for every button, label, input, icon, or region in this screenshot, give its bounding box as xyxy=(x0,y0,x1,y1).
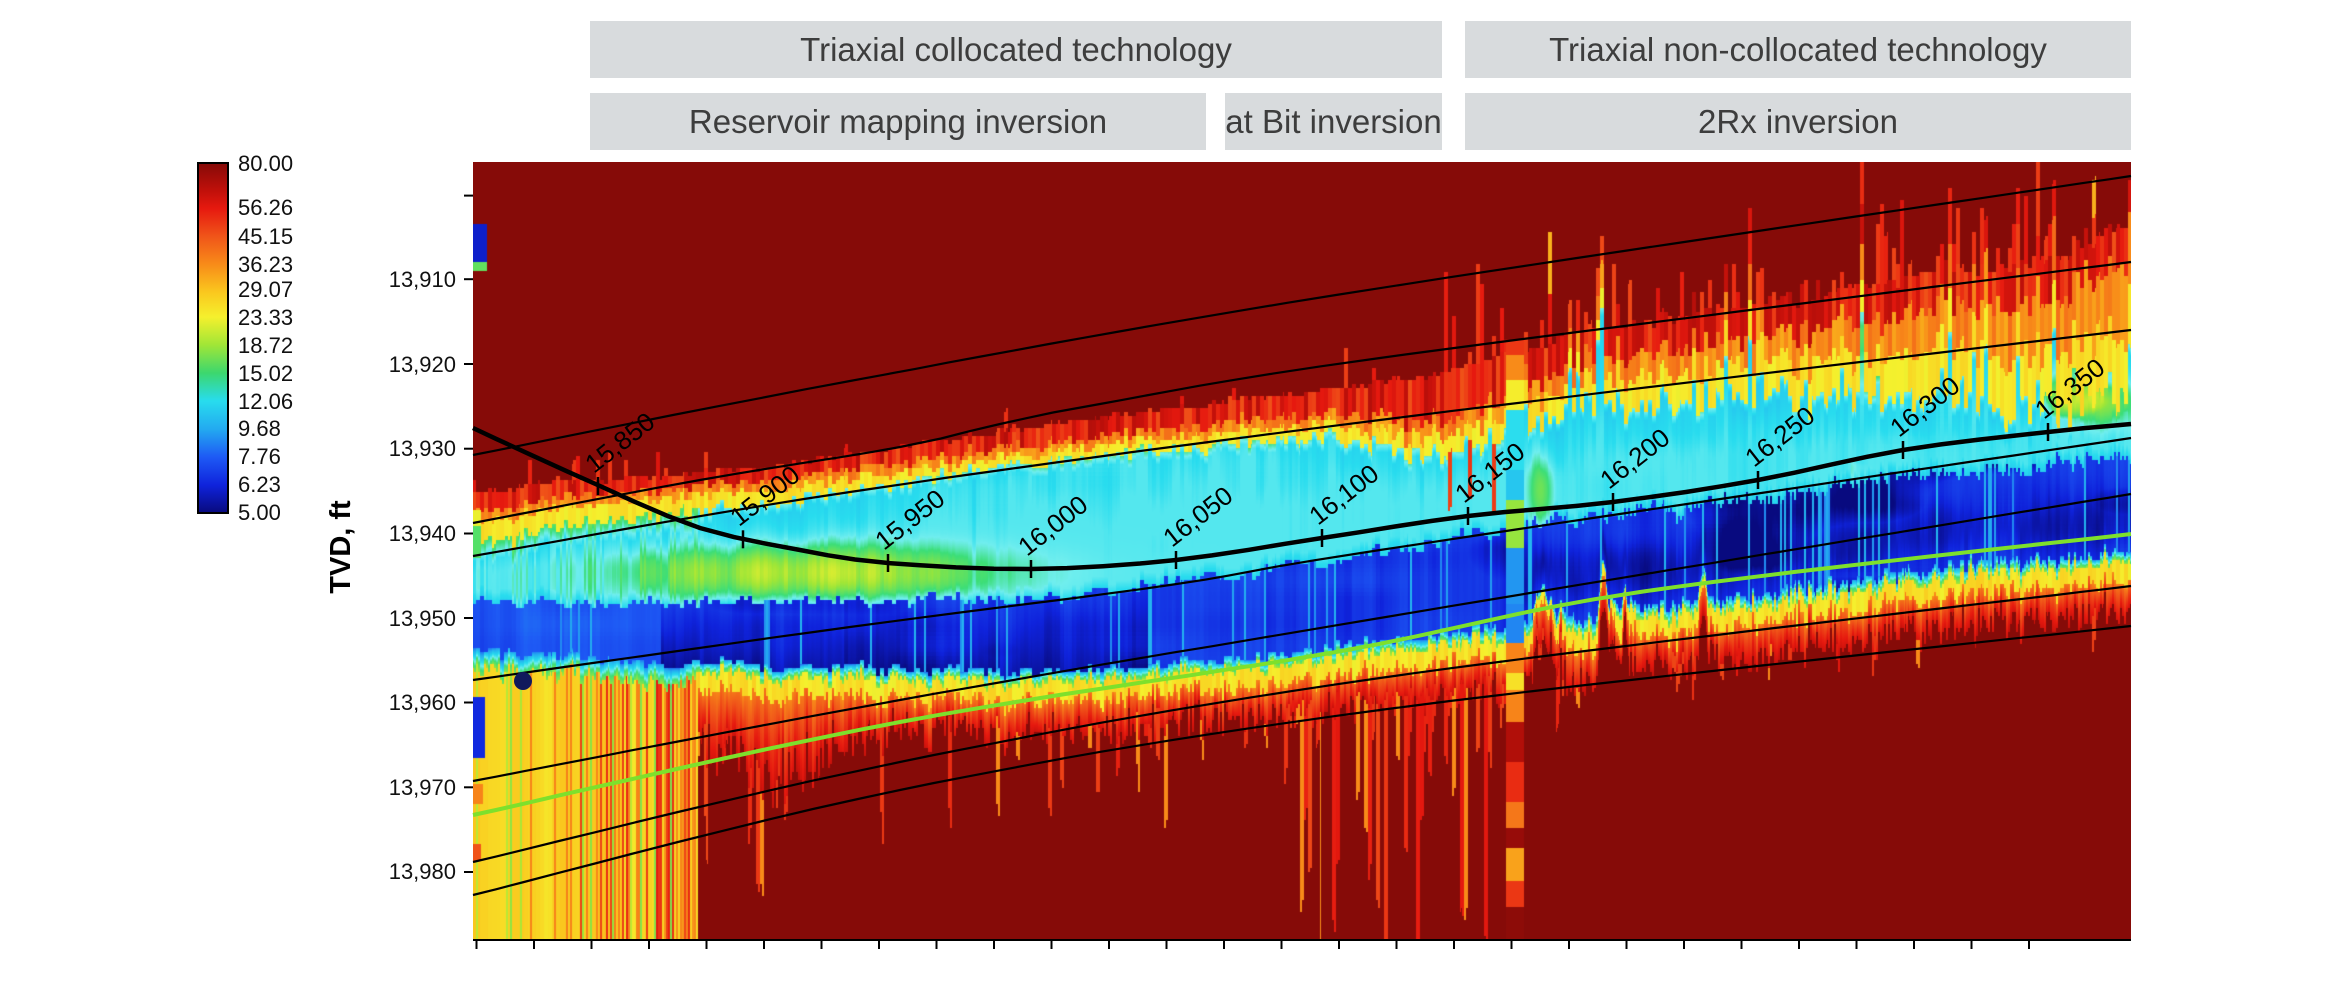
svg-text:16,300: 16,300 xyxy=(1884,370,1965,443)
svg-text:15.02: 15.02 xyxy=(238,361,293,386)
svg-text:56.26: 56.26 xyxy=(238,195,293,220)
svg-text:12.06: 12.06 xyxy=(238,389,293,414)
svg-text:13,970: 13,970 xyxy=(389,775,456,800)
svg-text:16,100: 16,100 xyxy=(1303,458,1384,531)
svg-text:6.23: 6.23 xyxy=(238,472,281,497)
svg-text:16,200: 16,200 xyxy=(1594,422,1675,495)
svg-text:18.72: 18.72 xyxy=(238,333,293,358)
svg-text:45.15: 45.15 xyxy=(238,224,293,249)
svg-text:15,900: 15,900 xyxy=(724,459,805,532)
svg-text:13,940: 13,940 xyxy=(389,521,456,546)
svg-text:13,930: 13,930 xyxy=(389,436,456,461)
svg-text:16,050: 16,050 xyxy=(1157,480,1238,553)
svg-text:13,920: 13,920 xyxy=(389,352,456,377)
svg-text:13,960: 13,960 xyxy=(389,690,456,715)
svg-text:13,910: 13,910 xyxy=(389,267,456,292)
svg-text:16,150: 16,150 xyxy=(1449,436,1530,509)
svg-text:16,250: 16,250 xyxy=(1739,400,1820,473)
svg-text:9.68: 9.68 xyxy=(238,416,281,441)
svg-text:15,950: 15,950 xyxy=(869,483,950,556)
svg-text:16,350: 16,350 xyxy=(2029,352,2110,425)
svg-text:5.00: 5.00 xyxy=(238,500,281,525)
svg-text:80.00: 80.00 xyxy=(238,151,293,176)
svg-text:29.07: 29.07 xyxy=(238,277,293,302)
svg-text:16,000: 16,000 xyxy=(1012,489,1093,562)
svg-text:13,980: 13,980 xyxy=(389,859,456,884)
svg-text:36.23: 36.23 xyxy=(238,252,293,277)
svg-text:7.76: 7.76 xyxy=(238,444,281,469)
svg-text:15,850: 15,850 xyxy=(579,406,660,479)
svg-text:13,950: 13,950 xyxy=(389,606,456,631)
svg-text:23.33: 23.33 xyxy=(238,305,293,330)
svg-text:TVD, ft: TVD, ft xyxy=(325,500,357,594)
